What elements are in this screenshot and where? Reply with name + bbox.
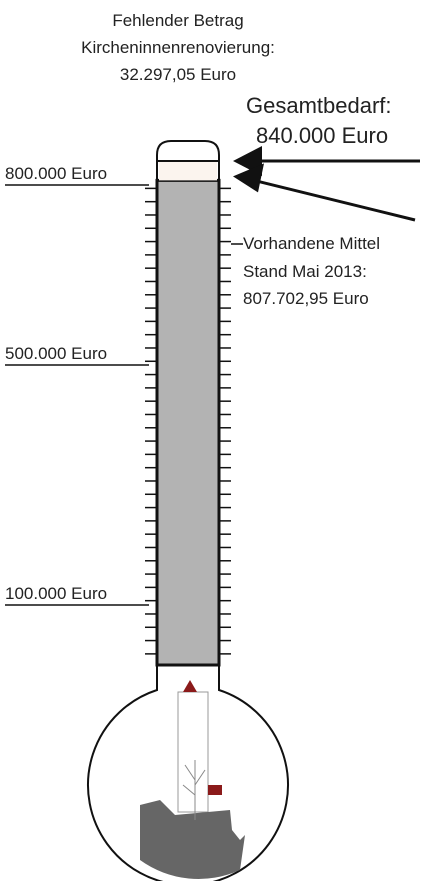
missing-value-label: 32.297,05 Euro <box>120 65 236 84</box>
missing-title: Fehlender Betrag <box>112 11 243 30</box>
current-title: Vorhandene Mittel <box>243 234 380 253</box>
arrow <box>250 179 415 220</box>
current-title: Stand Mai 2013: <box>243 262 367 281</box>
missing-bar <box>159 161 217 180</box>
total-title: Gesamtbedarf: <box>246 93 392 118</box>
y-tick-label: 100.000 Euro <box>5 584 107 603</box>
missing-title: Kircheninnenrenovierung: <box>81 38 275 57</box>
y-tick-label: 800.000 Euro <box>5 164 107 183</box>
thermometer-chart: Fehlender Betrag Kircheninnenrenovierung… <box>0 0 428 881</box>
bulb <box>88 665 288 881</box>
current-value-label: 807.702,95 Euro <box>243 289 369 308</box>
current-bar <box>157 180 219 665</box>
total-value-label: 840.000 Euro <box>256 123 388 148</box>
y-tick-label: 500.000 Euro <box>5 344 107 363</box>
